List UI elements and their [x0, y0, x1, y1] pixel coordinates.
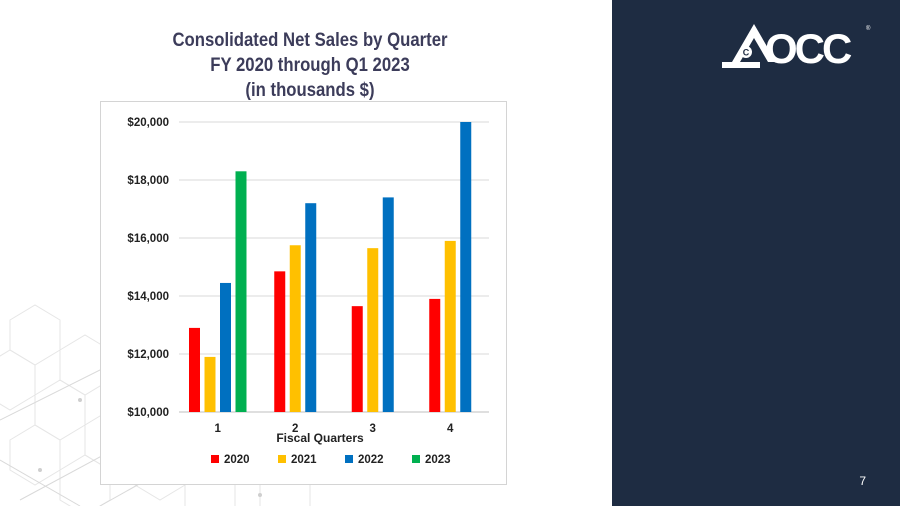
bar-2020-q4 — [429, 298, 441, 412]
legend-label-2021: 2021 — [291, 454, 317, 466]
legend-label-2023: 2023 — [425, 454, 451, 466]
bar-2021-q4 — [444, 240, 456, 412]
bar-2022-q1 — [220, 282, 231, 412]
bar-2022-q2 — [305, 203, 317, 412]
legend-label-2020: 2020 — [224, 454, 250, 466]
bar-2020-q3 — [351, 306, 363, 412]
bar-2020-q1 — [189, 327, 200, 412]
occ-logo: C OCC ® — [722, 24, 871, 72]
legend: 2020 2021 2022 2023 — [211, 454, 451, 466]
bar-2021-q1 — [204, 356, 216, 412]
legend-swatch-2020 — [211, 455, 219, 463]
brand-sidebar: C OCC ® 7 — [612, 0, 900, 506]
legend-swatch-2021 — [278, 455, 286, 463]
bar-2020-q2 — [274, 271, 286, 412]
y-axis-ticks: $10,000 $12,000 $14,000 $16,000 $18,000 $20,0… — [127, 117, 169, 419]
bar-2021-q3 — [367, 248, 379, 412]
logo-mark-icon: C — [722, 24, 776, 68]
y-tick-label: $14,000 — [127, 291, 169, 303]
bar-2023-q1 — [235, 171, 247, 412]
logo-wordmark: OCC — [765, 25, 852, 72]
chart-title-line-3: (in thousands $) — [245, 80, 375, 101]
x-tick-label: 1 — [215, 423, 222, 435]
legend-swatch-2023 — [412, 455, 420, 463]
x-tick-label: 3 — [370, 423, 376, 435]
legend-swatch-2022 — [345, 455, 353, 463]
svg-text:C: C — [743, 48, 750, 58]
bar-2022-q3 — [382, 197, 394, 412]
legend-label-2022: 2022 — [358, 454, 384, 466]
y-tick-label: $10,000 — [127, 407, 169, 419]
bar-chart: $10,000 $12,000 $14,000 $16,000 $18,000 $20,0… — [127, 117, 489, 466]
bar-2021-q2 — [289, 245, 301, 412]
y-tick-label: $18,000 — [127, 175, 169, 187]
x-axis-ticks: 1 2 3 4 — [215, 423, 455, 435]
y-tick-label: $12,000 — [127, 349, 169, 361]
chart-title-line-2: FY 2020 through Q1 2023 — [210, 55, 410, 76]
bar-2022-q4 — [460, 122, 472, 412]
chart-container: $10,000 $12,000 $14,000 $16,000 $18,000 $20,0… — [100, 101, 507, 485]
y-tick-label: $16,000 — [127, 233, 169, 245]
trademark-icon: ® — [866, 25, 871, 32]
chart-title: Consolidated Net Sales by Quarter FY 202… — [134, 28, 486, 103]
chart-title-line-1: Consolidated Net Sales by Quarter — [172, 30, 448, 51]
y-tick-label: $20,000 — [127, 117, 169, 129]
slide-content-area: Consolidated Net Sales by Quarter FY 202… — [0, 28, 507, 506]
x-axis-title: Fiscal Quarters — [276, 431, 364, 445]
page-number: 7 — [859, 474, 866, 488]
x-tick-label: 2 — [292, 423, 298, 435]
x-tick-label: 4 — [447, 423, 454, 435]
bars — [189, 122, 472, 412]
